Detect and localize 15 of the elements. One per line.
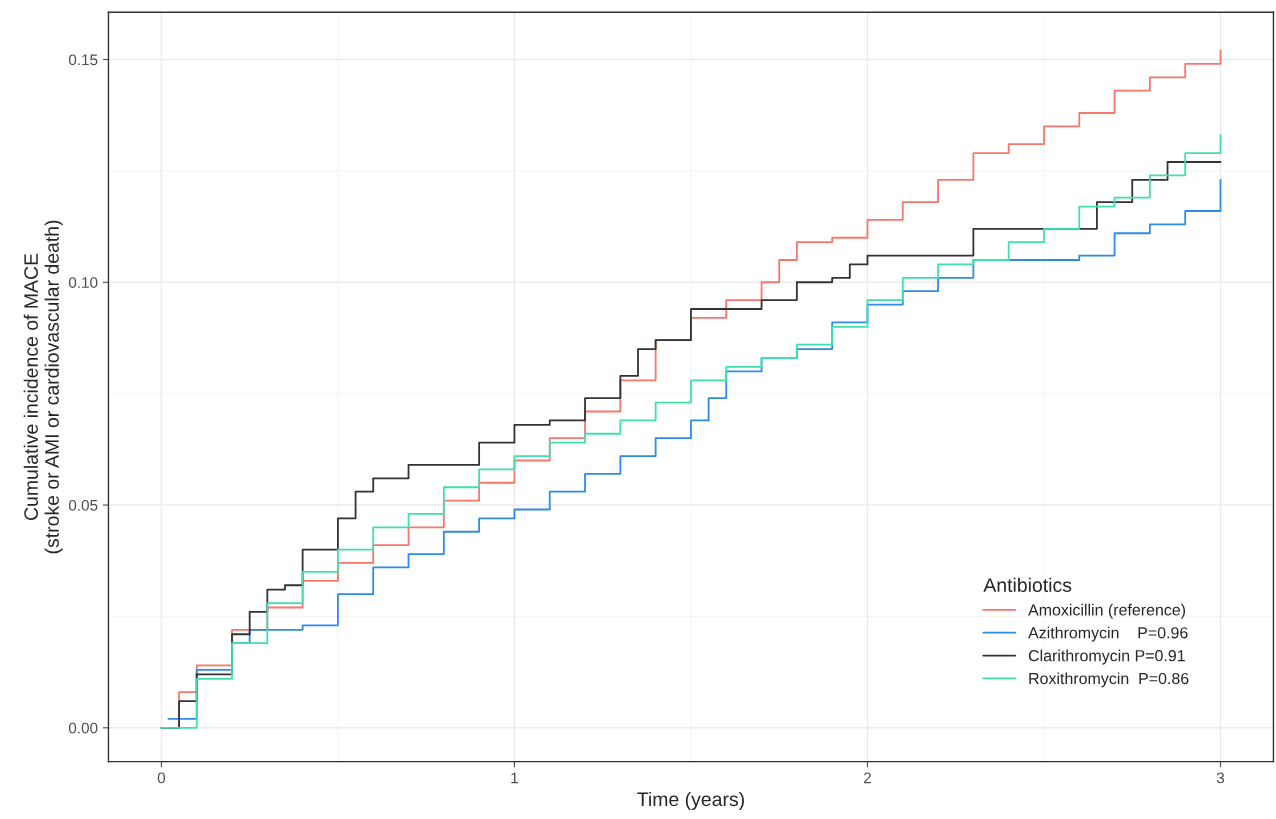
y-tick-label: 0.10	[68, 277, 98, 288]
y-tick-label: 0.05	[68, 499, 98, 511]
legend-label: Roxithromycin P=0.86	[1029, 672, 1189, 688]
y-tick-label: 0.00	[68, 722, 98, 734]
x-tick-label: 2	[863, 772, 871, 784]
x-tick-label: 3	[1216, 772, 1225, 784]
legend-title: Antibiotics	[983, 577, 1072, 592]
x-tick-label: 0	[157, 772, 166, 784]
legend-label: Azithromycin P=0.96	[1028, 626, 1188, 642]
x-tick-label: 1	[511, 772, 518, 784]
legend-label: Amoxicillin (reference)	[1028, 603, 1186, 619]
x-axis-title: Time (years)	[637, 791, 744, 811]
y-tick-label: 0.15	[68, 54, 98, 66]
y-axis-title: Cumulative incidence of MACE (stroke or AMI or cardiovascular death)	[23, 220, 63, 554]
legend-label: Clarithromycin P=0.91	[1028, 649, 1185, 665]
